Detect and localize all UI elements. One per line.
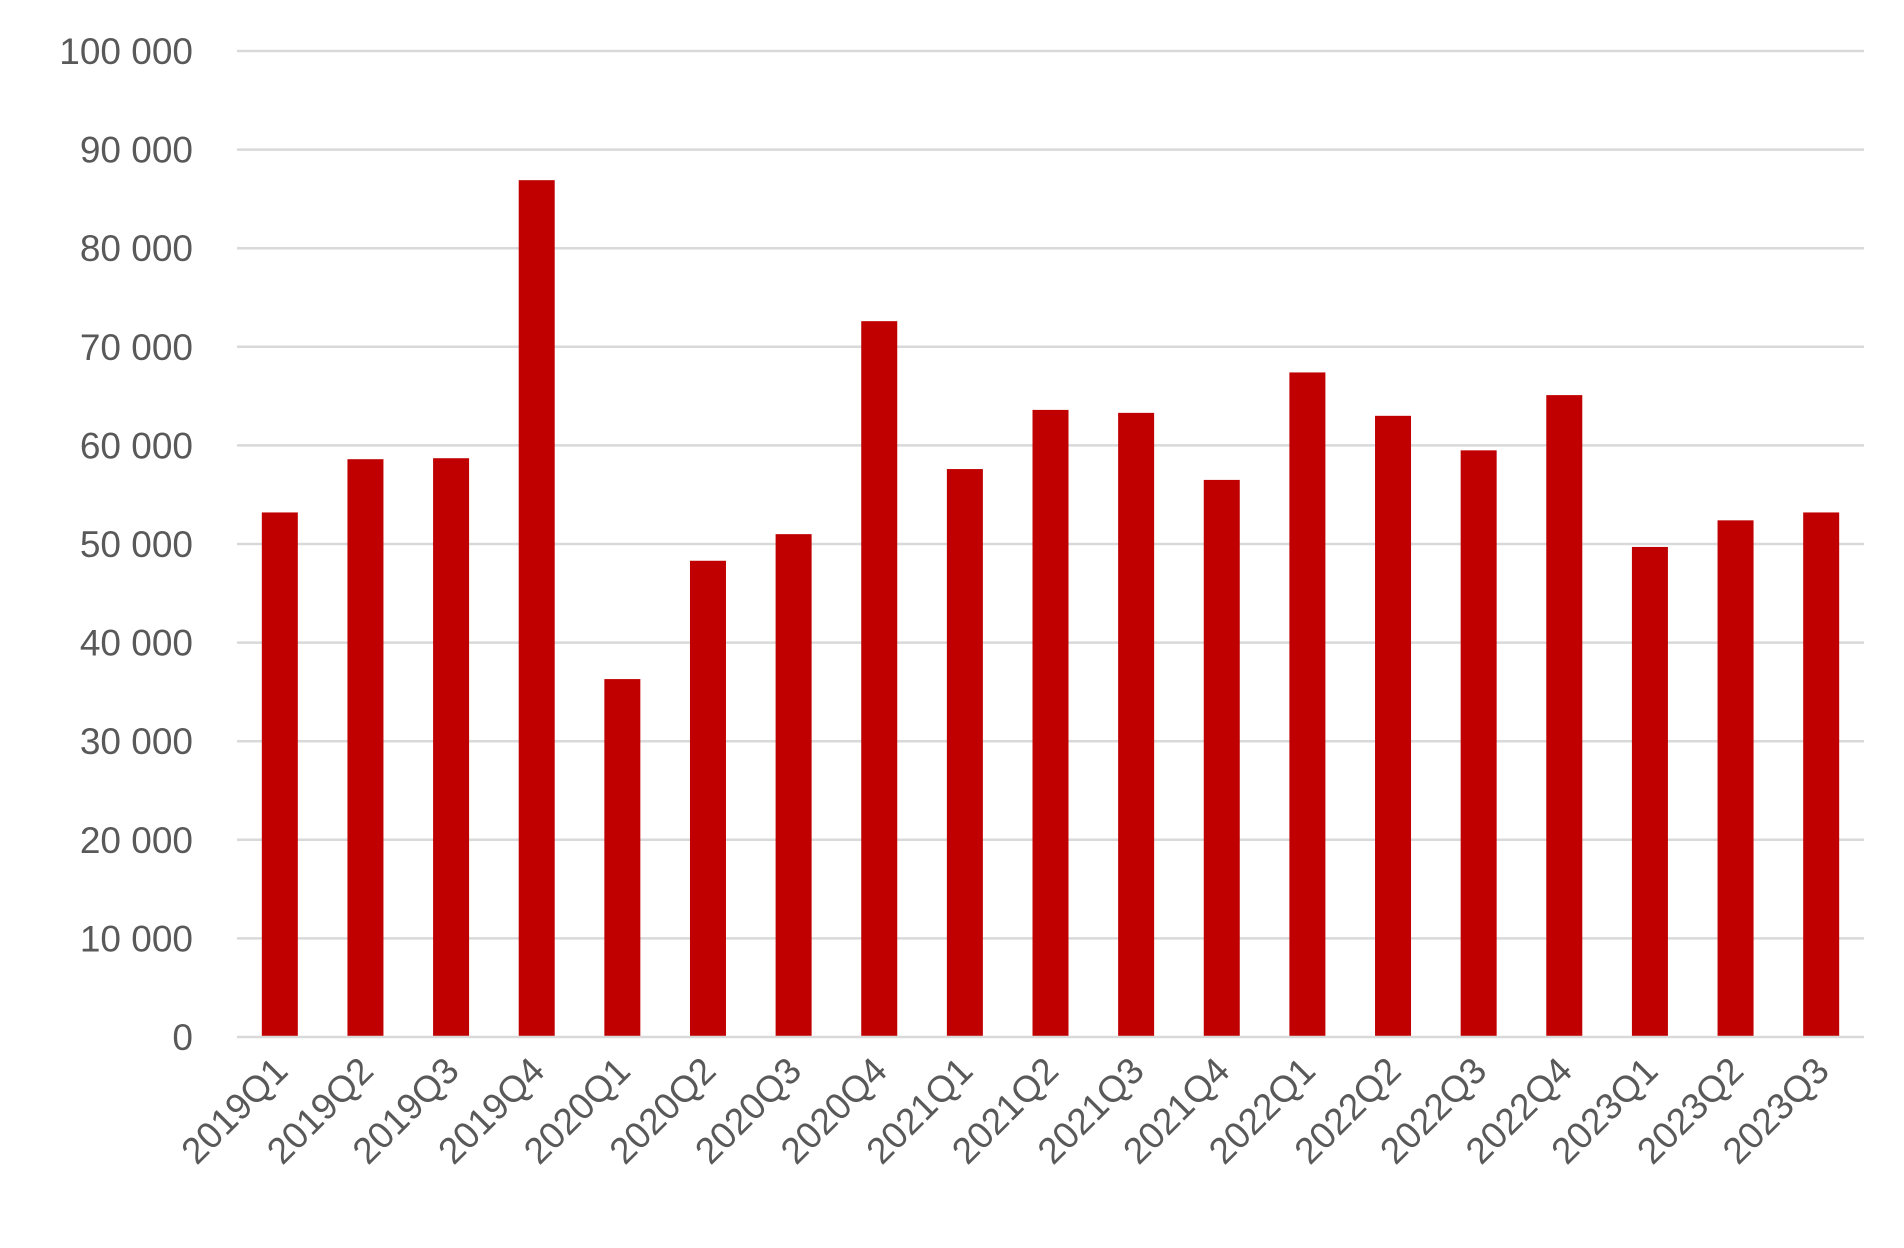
- bars: [261, 180, 1840, 1038]
- bar-2020Q3: [775, 534, 812, 1037]
- y-tick-label: 100 000: [59, 31, 193, 72]
- bar-2022Q1: [1289, 372, 1326, 1037]
- bar-2021Q2: [1032, 409, 1069, 1037]
- bar-2022Q3: [1460, 450, 1497, 1038]
- y-tick-label: 30 000: [80, 721, 193, 762]
- bar-2022Q2: [1375, 415, 1412, 1037]
- y-tick-label: 60 000: [80, 425, 193, 466]
- bar-2021Q4: [1203, 479, 1240, 1037]
- bar-2021Q1: [946, 469, 983, 1038]
- y-tick-label: 0: [172, 1017, 193, 1058]
- bar-2020Q4: [861, 321, 898, 1037]
- bar-2023Q1: [1631, 546, 1668, 1037]
- bar-2019Q4: [518, 180, 555, 1037]
- bar-2019Q1: [261, 512, 298, 1037]
- y-axis-tick-labels: 0 10 000 20 000 30 000 40 000 50 000 60 000 70 …: [59, 31, 193, 1058]
- bar-2019Q2: [347, 459, 384, 1038]
- y-tick-label: 80 000: [80, 228, 193, 269]
- bar-2020Q1: [604, 679, 641, 1037]
- bar-2023Q3: [1803, 512, 1840, 1037]
- y-tick-label: 40 000: [80, 623, 193, 664]
- y-tick-label: 20 000: [80, 820, 193, 861]
- bar-2021Q3: [1118, 412, 1155, 1037]
- y-tick-label: 90 000: [80, 130, 193, 171]
- bar-2020Q2: [689, 560, 726, 1037]
- y-tick-label: 50 000: [80, 524, 193, 565]
- bar-2019Q3: [433, 458, 470, 1037]
- bar-2023Q2: [1717, 520, 1754, 1037]
- y-tick-label: 10 000: [80, 918, 193, 959]
- bar-2022Q4: [1546, 395, 1583, 1037]
- x-axis-tick-labels: 2019Q12019Q22019Q32019Q42020Q12020Q22020…: [173, 1050, 1836, 1172]
- y-tick-label: 70 000: [80, 327, 193, 368]
